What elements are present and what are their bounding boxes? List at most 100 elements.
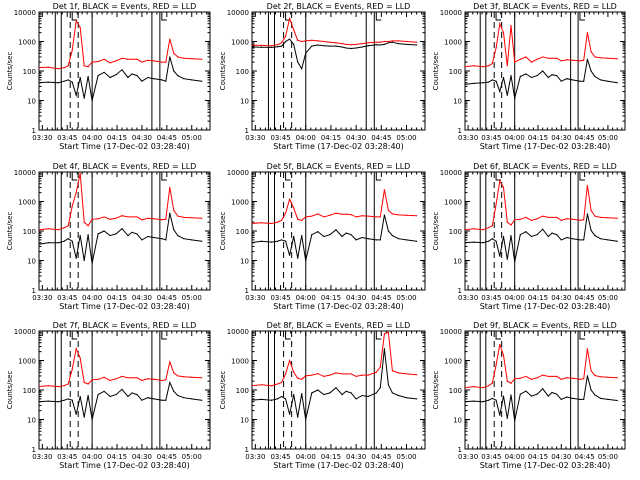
- data-point-lld: [560, 378, 562, 380]
- x-tick-label: 03:30: [245, 134, 265, 142]
- data-point-lld: [495, 47, 497, 49]
- data-point-lld: [75, 348, 77, 350]
- data-point-events: [379, 44, 381, 46]
- x-tick-label: 03:45: [270, 453, 290, 461]
- data-point-events: [177, 394, 179, 397]
- data-point-events: [594, 394, 596, 396]
- data-point-events: [355, 239, 357, 241]
- x-tick-label: 05:00: [396, 134, 416, 142]
- data-point-lld: [488, 385, 490, 387]
- x-tick-label: 05:00: [182, 134, 202, 142]
- data-point-lld: [525, 375, 527, 377]
- data-point-events: [367, 45, 369, 47]
- data-point-lld: [161, 219, 163, 221]
- x-tick-label: 04:30: [346, 453, 366, 461]
- data-point-events: [127, 234, 129, 237]
- data-point-events: [536, 74, 538, 77]
- data-point-lld: [173, 52, 175, 54]
- time-marker-corner: [161, 174, 167, 181]
- data-point-lld: [599, 57, 602, 59]
- data-point-events: [583, 80, 585, 82]
- y-tick-label: 10: [27, 258, 36, 266]
- x-tick-label: 05:00: [598, 134, 618, 142]
- data-point-events: [284, 398, 287, 400]
- data-point-lld: [141, 219, 143, 221]
- data-point-events: [147, 76, 149, 79]
- x-tick-label: 04:00: [296, 134, 316, 142]
- data-point-lld: [71, 368, 73, 370]
- y-tick-label: 10: [453, 98, 462, 106]
- data-point-lld: [293, 207, 295, 209]
- y-tick-label: 1: [458, 446, 462, 454]
- y-tick-label: 1000: [444, 199, 462, 207]
- data-point-lld: [260, 44, 263, 46]
- x-tick-label: 04:15: [528, 294, 548, 302]
- data-point-lld: [416, 41, 418, 43]
- data-point-lld: [387, 331, 389, 333]
- data-point-lld: [153, 60, 155, 62]
- data-point-lld: [387, 40, 389, 43]
- data-point-events: [317, 231, 319, 233]
- data-point-events: [350, 392, 352, 394]
- data-point-events: [311, 234, 313, 236]
- data-point-events: [491, 79, 493, 81]
- y-tick-label: 10: [240, 98, 249, 106]
- data-point-lld: [599, 216, 602, 218]
- data-point-events: [270, 399, 273, 401]
- data-point-events: [67, 398, 69, 400]
- data-point-events: [536, 234, 538, 236]
- data-point-lld: [571, 59, 574, 61]
- data-point-lld: [345, 43, 347, 45]
- data-point-lld: [305, 40, 307, 42]
- data-point-lld: [75, 20, 77, 22]
- data-point-events: [345, 47, 347, 49]
- data-point-events: [530, 76, 533, 79]
- chart-panel-1: Det 1f, BLACK = Events, RED = LLD 1 10 100 1…: [6, 2, 211, 151]
- data-point-events: [345, 390, 347, 392]
- data-point-lld: [91, 218, 93, 220]
- data-point-lld: [127, 377, 129, 379]
- data-point-lld: [301, 378, 303, 380]
- plot-frame: [464, 330, 626, 450]
- data-point-lld: [177, 56, 179, 58]
- data-point-lld: [579, 378, 581, 380]
- data-point-events: [502, 76, 505, 79]
- data-point-events: [583, 398, 585, 401]
- data-point-lld: [91, 379, 93, 381]
- y-tick-label: 1000: [18, 358, 36, 366]
- data-point-lld: [488, 227, 490, 229]
- data-point-events: [165, 80, 167, 82]
- data-point-lld: [391, 213, 394, 215]
- data-point-lld: [551, 216, 553, 218]
- data-point-lld: [525, 56, 527, 58]
- plot-frame: [464, 171, 626, 291]
- data-point-lld: [594, 56, 596, 58]
- data-point-lld: [335, 212, 337, 214]
- data-point-events: [397, 394, 400, 397]
- y-tick-label: 10: [27, 98, 36, 106]
- data-point-events: [519, 75, 521, 78]
- data-point-lld: [551, 375, 553, 377]
- data-point-lld: [91, 61, 93, 63]
- data-point-events: [510, 394, 512, 396]
- data-point-lld: [405, 40, 408, 43]
- data-point-events: [201, 240, 203, 242]
- data-point-lld: [594, 215, 596, 217]
- data-point-lld: [590, 370, 592, 372]
- y-tick-label: 10000: [14, 9, 36, 17]
- x-tick-label: 03:30: [245, 453, 265, 461]
- data-point-events: [367, 238, 369, 240]
- data-point-events: [136, 393, 138, 396]
- data-point-lld: [586, 184, 589, 187]
- time-marker-corner: [579, 14, 585, 21]
- y-tick-label: 1: [32, 446, 36, 454]
- data-point-events: [571, 238, 574, 240]
- data-point-events: [499, 414, 501, 416]
- data-point-lld: [361, 374, 363, 376]
- data-point-events: [63, 240, 65, 242]
- data-point-events: [276, 398, 279, 400]
- data-point-lld: [355, 43, 357, 45]
- data-point-events: [183, 238, 185, 240]
- data-point-events: [491, 397, 493, 399]
- x-tick-label: 04:30: [551, 134, 571, 142]
